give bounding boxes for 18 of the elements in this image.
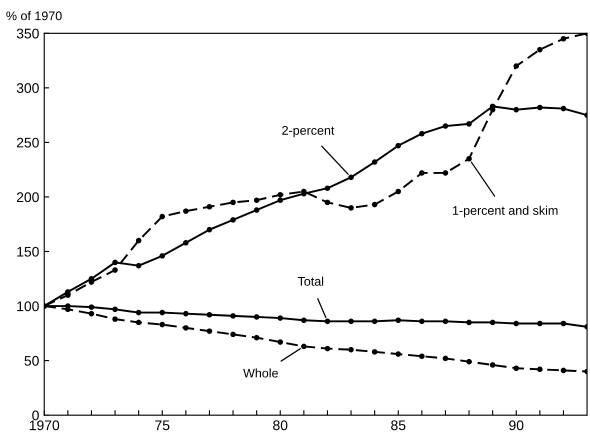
y-axis-title: % of 1970: [6, 11, 62, 20]
text: 2-percent: [282, 126, 334, 138]
series-label: Whole: [243, 368, 278, 378]
x-tick-label: 1970: [30, 420, 60, 430]
y-tick-label: 200: [16, 192, 39, 202]
y-tick-label: 150: [17, 246, 39, 257]
y-tick-label: 250: [16, 138, 39, 148]
y-tick-label: 50: [24, 356, 39, 366]
y-tick-label: 0: [32, 410, 39, 420]
x-tick-label: 90: [509, 420, 524, 430]
x-tick-label: 75: [155, 420, 170, 430]
x-tick-label: 80: [273, 420, 288, 430]
y-tick-label: 350: [16, 28, 39, 38]
text: 1-percent and skim: [452, 206, 558, 218]
x-tick-label: 85: [391, 420, 406, 430]
y-tick-label: 300: [16, 83, 39, 94]
y-tick-label: 100: [17, 301, 39, 312]
text: Total: [298, 276, 324, 286]
